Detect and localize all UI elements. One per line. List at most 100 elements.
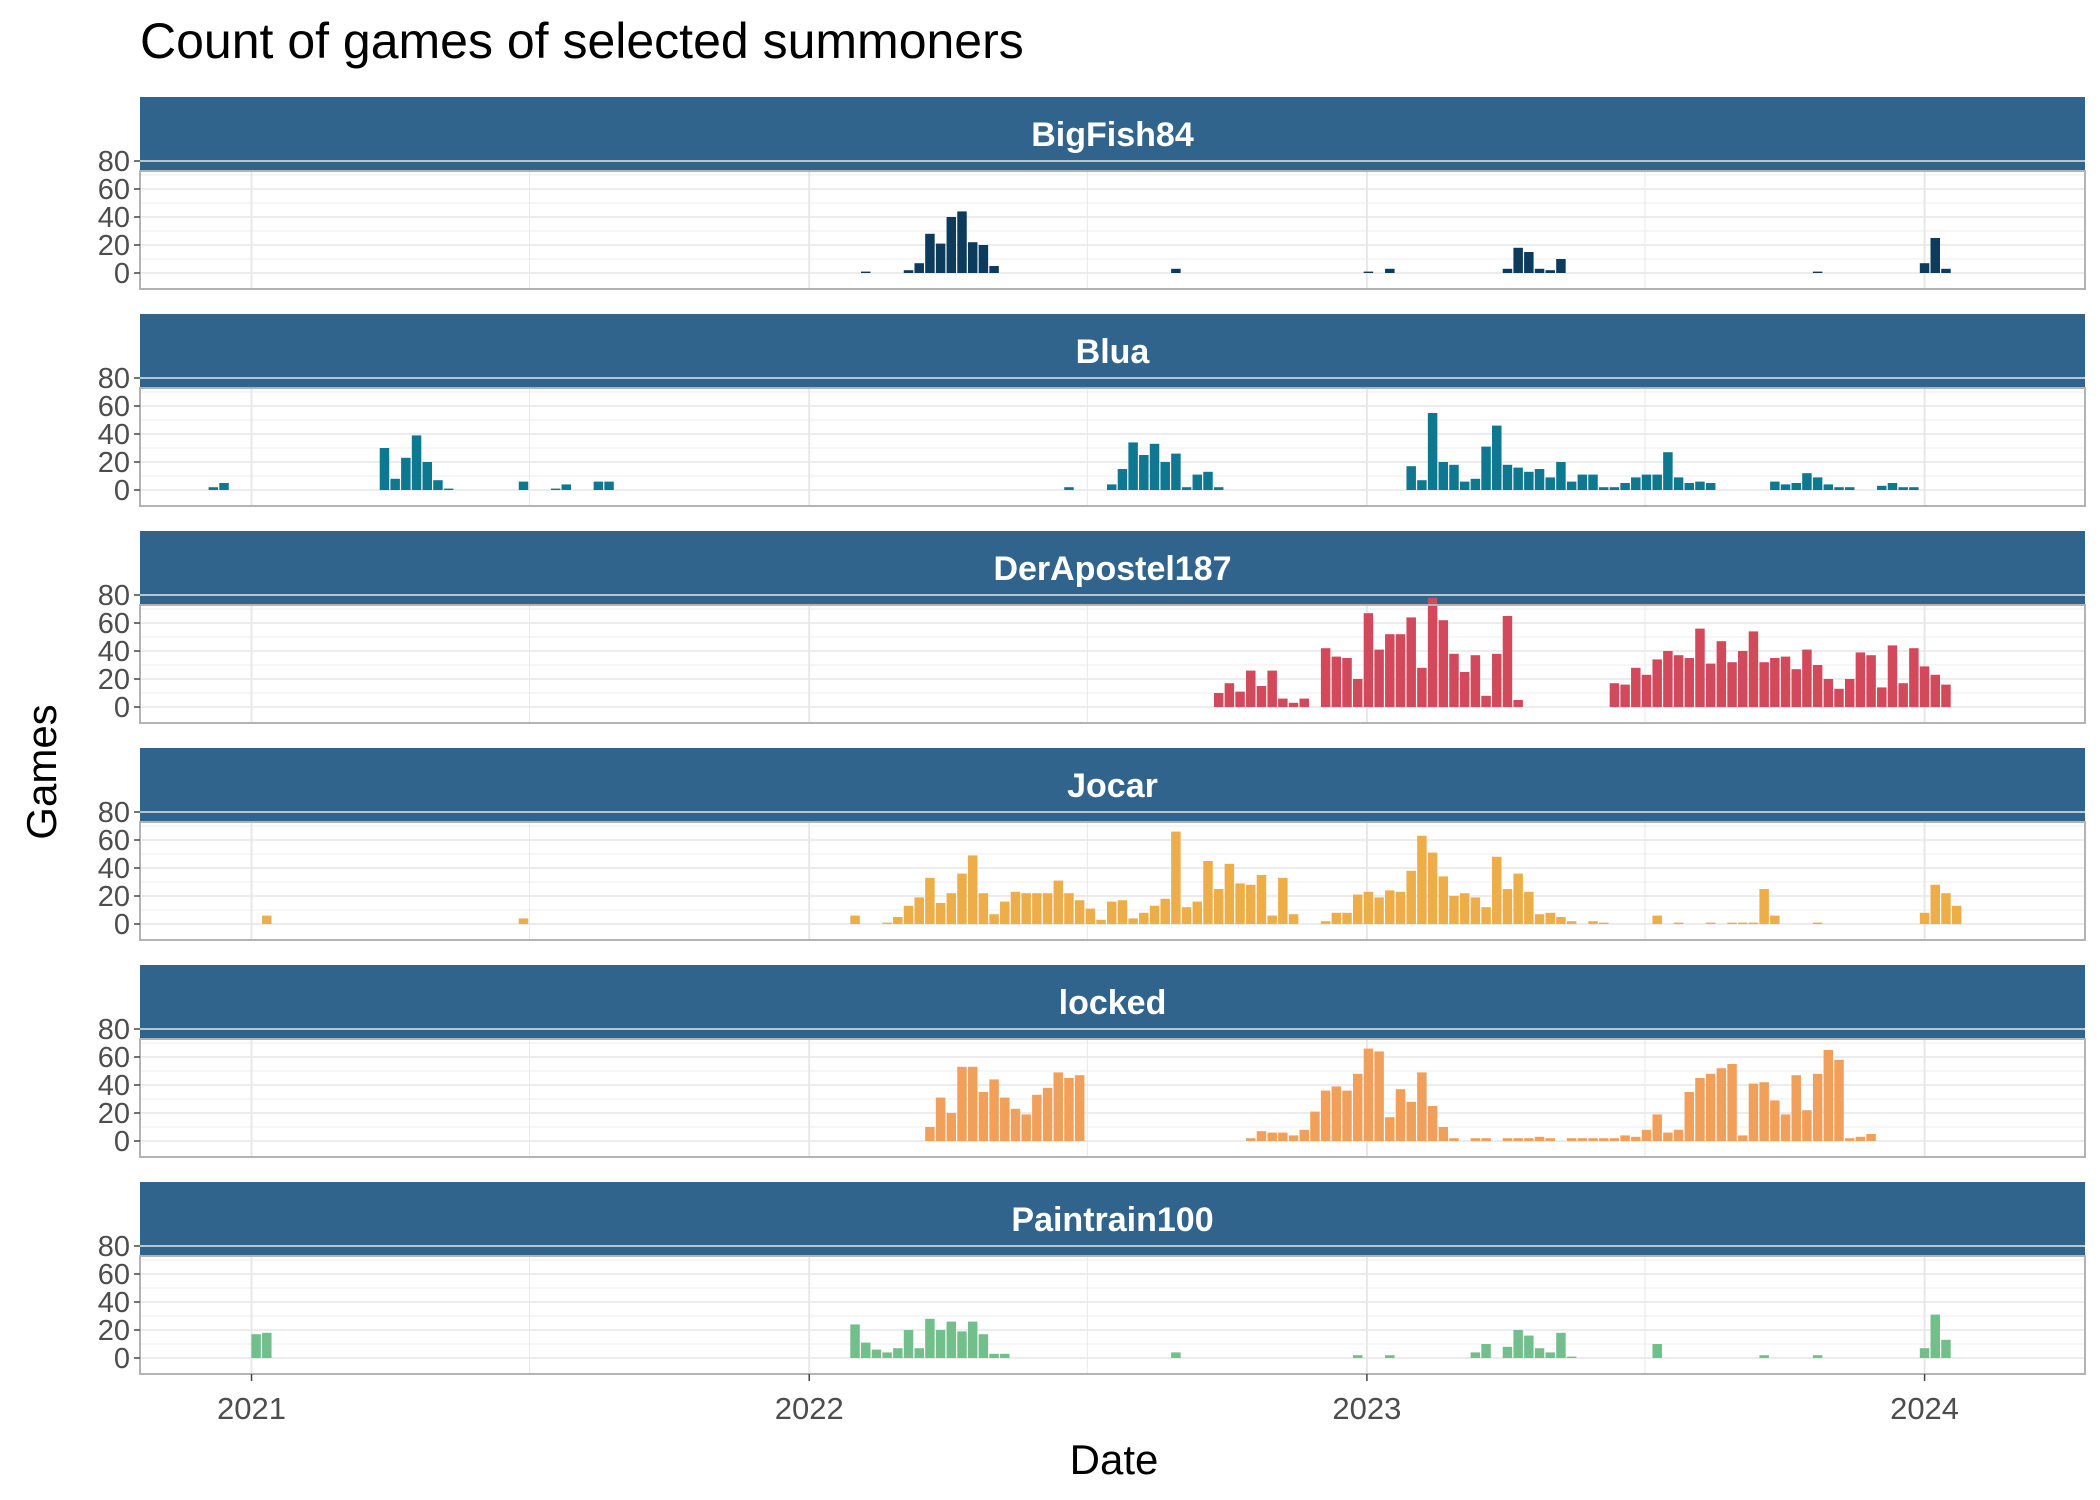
chart-title: Count of games of selected summoners — [140, 13, 1024, 69]
bar — [1481, 1138, 1491, 1141]
y-tick-label: 0 — [114, 475, 130, 507]
bar — [390, 478, 400, 490]
bar — [1459, 481, 1470, 490]
bar — [1459, 893, 1470, 924]
bar — [593, 481, 604, 490]
bar — [1534, 914, 1545, 924]
bar — [850, 915, 860, 924]
bar — [882, 922, 892, 924]
bar — [1470, 897, 1481, 924]
bar — [1609, 1138, 1620, 1141]
bar — [379, 448, 390, 490]
bar — [1844, 1138, 1855, 1141]
bar — [1812, 1073, 1823, 1141]
facet-strip — [140, 965, 2085, 1039]
y-tick-label: 40 — [98, 1070, 130, 1102]
bar — [1320, 1090, 1331, 1141]
bar — [1449, 464, 1459, 490]
bar — [1641, 674, 1652, 707]
y-tick-label: 20 — [98, 1098, 130, 1130]
bar — [1406, 466, 1416, 490]
bar — [1534, 1136, 1545, 1141]
bar — [1171, 831, 1181, 924]
bar — [1406, 617, 1416, 707]
bar — [1363, 271, 1374, 273]
bar — [1577, 474, 1588, 490]
y-tick-label: 0 — [114, 692, 130, 724]
bar — [1288, 702, 1299, 707]
bar — [1748, 922, 1759, 924]
bar — [1738, 1135, 1748, 1141]
y-axis-label: Games — [18, 704, 65, 839]
bar — [1620, 1135, 1630, 1141]
bar — [401, 457, 411, 490]
bar — [925, 233, 935, 273]
bar — [1556, 259, 1566, 273]
bar — [1352, 1073, 1363, 1141]
bar — [1673, 655, 1684, 707]
y-tick-label: 40 — [98, 853, 130, 885]
bar — [1181, 487, 1192, 490]
bar — [1160, 462, 1170, 490]
bar — [1278, 698, 1288, 707]
bar — [1898, 683, 1908, 707]
y-tick-label: 20 — [98, 230, 130, 262]
bar — [1652, 1344, 1662, 1358]
bar — [1909, 487, 1919, 490]
bar — [1802, 649, 1812, 707]
bar — [1770, 658, 1780, 707]
plot-area — [140, 171, 2085, 289]
bar — [1524, 252, 1534, 273]
bar — [1213, 487, 1224, 490]
bar — [1631, 1136, 1641, 1141]
bar — [1887, 645, 1898, 707]
facet-strip — [140, 97, 2085, 171]
bar — [1738, 922, 1748, 924]
bar — [1374, 1051, 1384, 1141]
y-tick-label: 0 — [114, 1343, 130, 1375]
y-tick-label: 80 — [98, 363, 130, 395]
y-tick-label: 40 — [98, 636, 130, 668]
bar — [1620, 483, 1630, 490]
bar — [1812, 477, 1823, 490]
bar — [1395, 634, 1406, 707]
bar — [1032, 893, 1042, 924]
bar — [1566, 921, 1577, 924]
bar — [1427, 597, 1438, 707]
bar — [1342, 1090, 1352, 1141]
bar — [1385, 1117, 1395, 1141]
bar — [1727, 922, 1737, 924]
bar — [1588, 474, 1598, 490]
bar — [1812, 1355, 1823, 1358]
bar — [550, 488, 561, 490]
bar — [1759, 1355, 1769, 1358]
bar — [1181, 907, 1192, 924]
bar — [1288, 1135, 1299, 1141]
bar — [1802, 473, 1812, 490]
x-tick-label: 2021 — [217, 1391, 286, 1426]
bar — [935, 1097, 946, 1141]
bar — [1524, 1335, 1534, 1358]
bar — [1000, 1097, 1010, 1141]
panel-border — [139, 604, 2086, 724]
bar — [561, 484, 572, 490]
bar — [219, 483, 229, 490]
bar — [1438, 876, 1449, 924]
y-tick-label: 40 — [98, 419, 130, 451]
y-tick-label: 60 — [98, 825, 130, 857]
bar — [925, 877, 935, 924]
bar — [1192, 474, 1203, 490]
bar — [1149, 443, 1160, 490]
facet-strip-label: Blua — [1076, 333, 1151, 371]
bar — [1770, 481, 1780, 490]
bar — [1299, 698, 1309, 707]
facet-strip-label: DerApostel187 — [993, 550, 1231, 588]
bar — [1780, 656, 1791, 707]
panel-border — [139, 170, 2086, 290]
bar — [1780, 484, 1791, 490]
bar — [1941, 1339, 1951, 1358]
y-tick-label: 20 — [98, 664, 130, 696]
